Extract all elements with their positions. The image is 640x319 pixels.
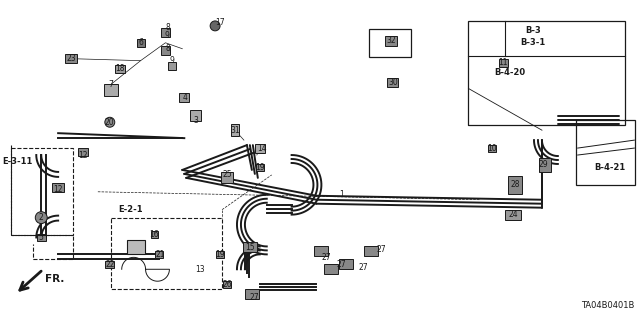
Text: 1: 1	[339, 190, 344, 199]
Text: 22: 22	[105, 260, 115, 269]
Text: 6: 6	[138, 38, 143, 47]
Circle shape	[210, 21, 220, 31]
Bar	[245, 289, 259, 299]
Text: 7: 7	[108, 80, 113, 89]
Bar	[243, 242, 257, 252]
Bar	[161, 28, 170, 37]
Bar	[324, 264, 339, 274]
Bar	[468, 21, 625, 125]
Text: 9: 9	[170, 56, 175, 65]
Bar	[111, 218, 222, 289]
Text: 5: 5	[39, 233, 44, 242]
Text: 27: 27	[249, 293, 259, 301]
Bar	[161, 46, 170, 55]
Bar	[136, 39, 145, 47]
Bar	[221, 172, 234, 183]
Bar	[115, 65, 125, 73]
Text: 16: 16	[150, 230, 159, 239]
Bar	[369, 29, 411, 57]
Text: 12: 12	[78, 151, 88, 160]
Bar	[539, 158, 551, 172]
Bar	[364, 246, 378, 256]
Text: 27: 27	[337, 260, 346, 269]
Bar	[505, 210, 521, 219]
Text: 3: 3	[194, 116, 198, 125]
Bar	[339, 259, 353, 269]
Text: 23: 23	[67, 54, 76, 63]
Text: 15: 15	[245, 243, 255, 252]
Bar	[216, 251, 224, 258]
Text: 13: 13	[195, 265, 205, 274]
Bar	[106, 261, 115, 268]
Bar	[231, 124, 239, 136]
Bar	[576, 120, 636, 185]
Text: FR.: FR.	[45, 274, 65, 284]
Text: 8: 8	[165, 23, 170, 32]
Bar	[314, 246, 328, 256]
Text: 31: 31	[230, 126, 240, 135]
Bar	[387, 78, 398, 87]
Text: B-4-20: B-4-20	[495, 68, 525, 77]
Text: 20: 20	[105, 118, 115, 127]
Bar	[150, 231, 159, 238]
Bar	[104, 85, 118, 96]
Text: 2: 2	[39, 213, 44, 222]
Text: 12: 12	[53, 185, 63, 194]
Bar	[488, 145, 496, 152]
Bar	[255, 144, 265, 152]
Text: 30: 30	[388, 78, 398, 87]
Text: 27: 27	[321, 253, 331, 262]
Text: 19: 19	[255, 163, 264, 173]
Text: TA04B0401B: TA04B0401B	[581, 301, 634, 310]
Text: 26: 26	[222, 280, 232, 289]
Text: 28: 28	[510, 180, 520, 189]
Bar	[179, 93, 189, 102]
Bar	[156, 251, 163, 258]
Text: B-3: B-3	[525, 26, 541, 35]
Text: 32: 32	[386, 36, 396, 45]
Text: E-3-11: E-3-11	[2, 158, 33, 167]
Bar	[168, 62, 177, 70]
Text: 19: 19	[215, 250, 225, 259]
Circle shape	[105, 117, 115, 127]
Bar	[65, 54, 77, 63]
Text: 21: 21	[156, 250, 165, 259]
Bar	[52, 183, 64, 192]
Bar	[12, 148, 73, 235]
Text: 4: 4	[183, 93, 188, 102]
Text: B-3-1: B-3-1	[520, 38, 546, 47]
Bar	[223, 281, 232, 288]
Text: 14: 14	[257, 144, 267, 152]
Bar	[499, 59, 508, 67]
Circle shape	[35, 211, 47, 224]
Bar	[256, 165, 264, 171]
Text: 17: 17	[215, 19, 225, 27]
Text: B-4-21: B-4-21	[594, 163, 625, 173]
Text: 8: 8	[165, 44, 170, 53]
Text: 11: 11	[499, 58, 508, 67]
Text: 27: 27	[358, 263, 368, 272]
Text: 9: 9	[165, 31, 170, 40]
Text: 25: 25	[222, 170, 232, 179]
Text: 27: 27	[376, 245, 386, 254]
Text: 18: 18	[115, 64, 125, 73]
Text: 29: 29	[538, 160, 548, 169]
Text: 24: 24	[508, 210, 518, 219]
Bar	[385, 36, 397, 46]
Bar	[78, 148, 88, 156]
Text: 10: 10	[488, 144, 497, 152]
Bar	[508, 176, 522, 194]
Bar	[36, 234, 45, 241]
Bar	[190, 110, 201, 121]
Text: E-2-1: E-2-1	[118, 205, 143, 214]
Bar	[127, 241, 145, 254]
